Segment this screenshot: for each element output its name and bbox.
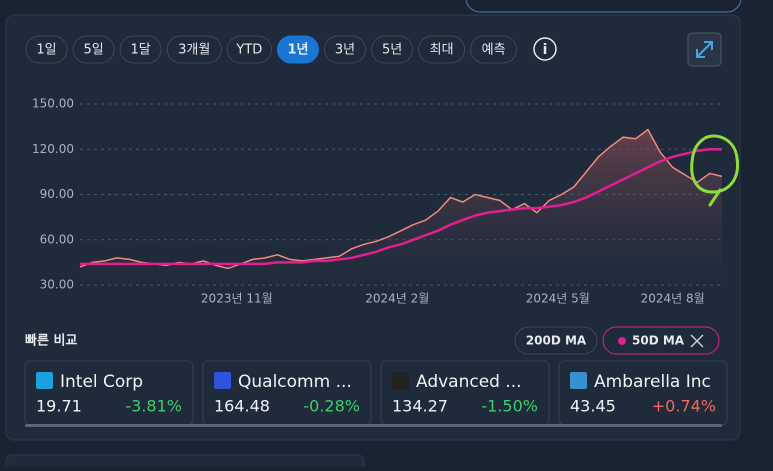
tab-button[interactable]: [226, 35, 272, 64]
company-price: 134.27: [392, 397, 448, 416]
scrollbar: [25, 424, 722, 427]
company-icon: [214, 372, 231, 389]
lower-panel: [5, 454, 365, 471]
x-tick-label: 2024년 8월: [641, 292, 705, 306]
company-price: 164.48: [214, 397, 270, 416]
tab-label: 1년: [287, 43, 308, 58]
tab-label: 5년: [382, 43, 402, 58]
company-name: Qualcomm ...: [238, 372, 352, 392]
tab-label: 1일: [36, 43, 56, 58]
company-change: +0.74%: [652, 397, 716, 416]
tab-button[interactable]: [371, 35, 414, 64]
y-tick-label: 60.00: [40, 232, 74, 246]
y-tick-label: 90.00: [40, 187, 74, 201]
ma-button[interactable]: [514, 326, 598, 355]
company-icon: [36, 372, 53, 389]
company-change: -0.28%: [303, 397, 360, 416]
tab-button[interactable]: [72, 35, 115, 64]
company-change: -3.81%: [125, 397, 182, 416]
tab-label: 3개월: [178, 43, 210, 58]
tab-button[interactable]: [323, 35, 367, 64]
company-icon: [392, 372, 409, 389]
x-tick-label: 2024년 5월: [526, 292, 590, 306]
tab-button[interactable]: [276, 35, 319, 64]
y-tick-label: 150.00: [32, 97, 74, 111]
company-name: Ambarella Inc: [594, 372, 711, 392]
tab-label: 3년: [335, 43, 355, 58]
tab-button[interactable]: [25, 35, 68, 64]
panel: [5, 14, 741, 441]
company-change: -1.50%: [481, 397, 538, 416]
section-title: 빠른 비교: [25, 333, 77, 349]
annotation-circle: [690, 134, 740, 207]
ma-button-label: 200D MA: [526, 334, 587, 348]
company-price: 43.45: [570, 397, 616, 416]
tab-button[interactable]: [470, 35, 518, 64]
x-tick-label: 2024년 2월: [365, 292, 429, 306]
y-tick-label: 120.00: [32, 142, 74, 156]
search-box[interactable]: [465, 0, 742, 13]
company-price: 19.71: [36, 397, 82, 416]
company-name: Advanced ...: [416, 372, 522, 392]
close-icon[interactable]: [690, 334, 704, 348]
ma-dot: [618, 337, 626, 345]
price-area: [80, 129, 722, 285]
tab-label: 최대: [430, 43, 454, 58]
ma-line: [80, 148, 722, 266]
info-button[interactable]: [533, 37, 557, 61]
tab-button[interactable]: [119, 35, 162, 64]
expand-icon: [696, 41, 713, 58]
ma-button[interactable]: [602, 326, 720, 355]
tab-label: YTD: [235, 43, 262, 58]
ma-button-label: 50D MA: [632, 334, 685, 348]
tab-label: 5일: [83, 43, 103, 58]
company-icon: [570, 372, 587, 389]
x-tick-label: 2023년 11월: [201, 292, 273, 306]
tab-button[interactable]: [166, 35, 222, 64]
tab-label: 예측: [482, 43, 506, 58]
company-name: Intel Corp: [60, 372, 143, 392]
tab-button[interactable]: [418, 35, 466, 64]
tab-label: 1달: [131, 43, 151, 58]
y-tick-label: 30.00: [40, 278, 74, 292]
info-icon: i: [543, 42, 548, 58]
